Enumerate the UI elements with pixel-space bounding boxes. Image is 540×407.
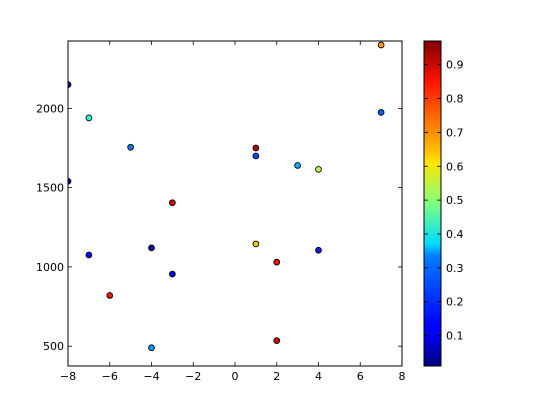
colorbar-tick-label: 0.6 xyxy=(446,160,464,173)
colorbar-tick-label: 0.1 xyxy=(446,330,464,343)
scatter-point xyxy=(85,114,93,122)
scatter-point xyxy=(273,337,281,344)
x-tick-label: 2 xyxy=(273,370,280,383)
colorbar-tick-label: 0.8 xyxy=(446,93,464,106)
x-tick-label: 0 xyxy=(232,370,239,383)
scatter-point xyxy=(85,251,93,259)
x-tick-label: −2 xyxy=(185,370,201,383)
plot-background xyxy=(68,41,402,366)
scatter-point xyxy=(252,144,260,152)
x-tick-label: 8 xyxy=(399,370,406,383)
x-tick-label: −4 xyxy=(143,370,159,383)
y-tick-label: 500 xyxy=(43,340,64,353)
colorbar-gradient xyxy=(424,41,441,366)
x-tick-label: −8 xyxy=(60,370,76,383)
points-group xyxy=(68,41,385,352)
scatter-point xyxy=(106,292,114,299)
axes-frame xyxy=(67,40,403,367)
y-tick-label: 1000 xyxy=(36,261,64,274)
y-tick-label: 1500 xyxy=(36,182,64,195)
scatter-point xyxy=(273,258,281,266)
scatter-point xyxy=(148,344,155,352)
colorbar-frame xyxy=(423,40,442,367)
scatter-point xyxy=(169,199,176,207)
scatter-point xyxy=(148,244,155,252)
scatter-point xyxy=(377,41,385,49)
plot-area: −8 −6 −4 −2 0 2 4 6 8 500 1000 1500 2000 xyxy=(36,40,406,383)
colorbar-tick-label: 0.2 xyxy=(446,296,464,309)
colorbar-tick-label: 0.5 xyxy=(446,194,464,207)
colorbar: 0.1 0.2 0.3 0.4 0.5 0.6 0.7 0.8 0.9 xyxy=(423,40,464,367)
scatter-point xyxy=(252,240,260,248)
x-tick-label: −6 xyxy=(102,370,118,383)
scatter-point xyxy=(377,108,385,116)
colorbar-tick-label: 0.3 xyxy=(446,262,464,275)
colorbar-tick-label: 0.9 xyxy=(446,59,464,72)
colorbar-tick-label: 0.7 xyxy=(446,126,464,139)
scatter-point xyxy=(294,162,301,169)
x-tick-label: 4 xyxy=(315,370,322,383)
x-tick-label: 6 xyxy=(357,370,364,383)
scatter-point xyxy=(252,152,260,160)
y-tick-label: 2000 xyxy=(36,102,64,115)
colorbar-tick-label: 0.4 xyxy=(446,228,464,241)
scatter-point xyxy=(315,246,322,254)
scatter-point xyxy=(68,81,72,88)
scatter-point xyxy=(315,166,322,173)
scatter-point xyxy=(68,177,72,185)
scatter-point xyxy=(127,143,134,151)
scatter-point xyxy=(169,270,176,278)
